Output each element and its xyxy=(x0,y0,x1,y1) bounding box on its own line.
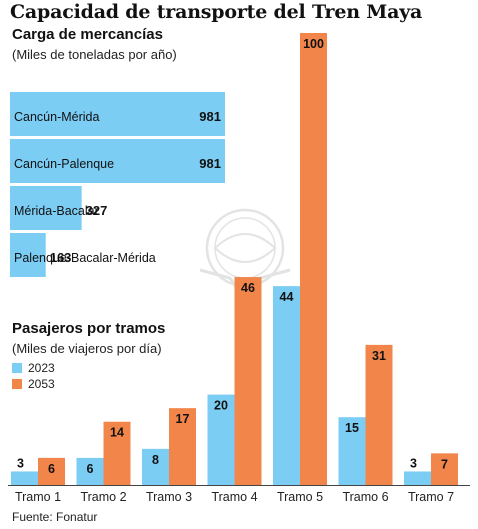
freight-value-label: 981 xyxy=(199,156,221,171)
freight-value-label: 981 xyxy=(199,109,221,124)
bar-tramo-3-2023 xyxy=(142,448,169,485)
freight-bar-cancun-palenque xyxy=(10,139,225,183)
freight-category-label: Palenque-Bacalar-Mérida xyxy=(14,251,156,265)
freight-bar-palenque-bacalar-merida xyxy=(10,233,46,277)
bar-tramo-7-2023 xyxy=(404,471,431,485)
freight-unit: (Miles de toneladas por año) xyxy=(12,47,177,62)
freight-heading: Carga de mercancías xyxy=(12,26,163,43)
passengers-unit: (Miles de viajeros por día) xyxy=(12,341,162,356)
freight-category-label: Cancún-Palenque xyxy=(14,157,114,171)
bar-tramo-1-2023 xyxy=(11,471,38,485)
data-label-tramo-2-2053: 14 xyxy=(110,426,124,440)
freight-category-label: Cancún-Mérida xyxy=(14,110,100,124)
bar-tramo-5-2023 xyxy=(273,286,300,485)
data-label-tramo-4-2053: 46 xyxy=(241,281,255,295)
bar-tramo-2-2053 xyxy=(103,421,131,485)
freight-value-label: 163 xyxy=(50,250,72,265)
legend-label-2053: 2053 xyxy=(28,377,55,391)
data-label-tramo-6-2023: 15 xyxy=(345,421,359,435)
source-note: Fuente: Fonatur xyxy=(12,510,98,524)
data-label-tramo-6-2053: 31 xyxy=(372,349,386,363)
x-tick-label: Tramo 1 xyxy=(15,490,61,504)
data-label-tramo-2-2023: 6 xyxy=(87,462,94,476)
legend-label-2023: 2023 xyxy=(28,361,55,375)
data-label-tramo-5-2023: 44 xyxy=(280,290,294,304)
legend-swatch-2023 xyxy=(12,363,22,373)
freight-category-label: Mérida-Bacalar xyxy=(14,204,99,218)
data-label-tramo-3-2053: 17 xyxy=(176,412,190,426)
data-label-tramo-1-2023: 3 xyxy=(17,456,24,470)
chart-title: Capacidad de transporte del Tren Maya xyxy=(10,1,423,23)
data-label-tramo-5-2053: 100 xyxy=(303,37,324,51)
legend-item-2023: 2023 xyxy=(12,361,55,375)
bar-tramo-4-2023 xyxy=(207,394,235,485)
data-label-tramo-3-2023: 8 xyxy=(152,453,159,467)
bar-tramo-5-2053 xyxy=(300,33,327,485)
passengers-heading: Pasajeros por tramos xyxy=(12,320,166,337)
x-tick-label: Tramo 3 xyxy=(146,490,192,504)
data-label-tramo-7-2023: 3 xyxy=(410,456,417,470)
legend-item-2053: 2053 xyxy=(12,377,55,391)
freight-value-label: 327 xyxy=(86,203,108,218)
legend-swatch-2053 xyxy=(12,379,22,389)
data-label-tramo-7-2053: 7 xyxy=(441,457,448,471)
bar-tramo-3-2053 xyxy=(169,408,196,485)
x-tick-label: Tramo 7 xyxy=(408,490,454,504)
bar-tramo-6-2023 xyxy=(338,417,366,485)
freight-bar-merida-bacalar xyxy=(10,186,82,230)
x-tick-label: Tramo 2 xyxy=(80,490,126,504)
freight-bar-cancun-merida xyxy=(10,92,225,136)
bar-tramo-2-2023 xyxy=(76,457,104,485)
bar-tramo-7-2053 xyxy=(431,453,458,485)
data-label-tramo-4-2023: 20 xyxy=(214,399,228,413)
bar-tramo-4-2053 xyxy=(234,277,262,485)
bar-tramo-6-2053 xyxy=(365,344,393,485)
bar-tramo-1-2053 xyxy=(38,457,65,485)
data-label-tramo-1-2053: 6 xyxy=(48,462,55,476)
x-tick-label: Tramo 6 xyxy=(342,490,388,504)
x-tick-label: Tramo 5 xyxy=(277,490,323,504)
x-tick-label: Tramo 4 xyxy=(211,490,257,504)
